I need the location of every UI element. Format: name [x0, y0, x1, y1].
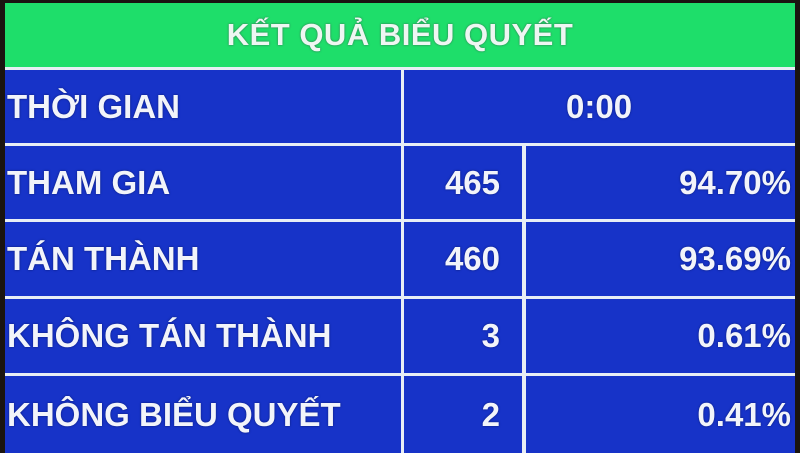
- row-count: 2: [404, 376, 522, 453]
- row-label: TÁN THÀNH: [5, 222, 401, 296]
- row-label: THAM GIA: [5, 146, 401, 219]
- row-label: KHÔNG BIỂU QUYẾT: [5, 376, 401, 453]
- board-header: KẾT QUẢ BIỂU QUYẾT: [5, 3, 795, 67]
- row-count: 3: [404, 299, 522, 373]
- row-percent: 93.69%: [526, 222, 795, 296]
- vote-results-board: KẾT QUẢ BIỂU QUYẾT THỜI GIAN 0:00 THAM G…: [5, 3, 795, 453]
- time-value: 0:00: [404, 70, 795, 143]
- time-row: THỜI GIAN 0:00: [5, 70, 795, 143]
- row-count: 465: [404, 146, 522, 219]
- time-label: THỜI GIAN: [5, 70, 401, 143]
- result-row-participating: THAM GIA 465 94.70%: [5, 146, 795, 219]
- result-row-disapprove: KHÔNG TÁN THÀNH 3 0.61%: [5, 299, 795, 373]
- result-row-approve: TÁN THÀNH 460 93.69%: [5, 222, 795, 296]
- row-percent: 0.41%: [526, 376, 795, 453]
- row-percent: 0.61%: [526, 299, 795, 373]
- board-title: KẾT QUẢ BIỂU QUYẾT: [226, 17, 574, 52]
- row-label: KHÔNG TÁN THÀNH: [5, 299, 401, 373]
- row-count: 460: [404, 222, 522, 296]
- result-row-abstain: KHÔNG BIỂU QUYẾT 2 0.41%: [5, 376, 795, 453]
- row-percent: 94.70%: [526, 146, 795, 219]
